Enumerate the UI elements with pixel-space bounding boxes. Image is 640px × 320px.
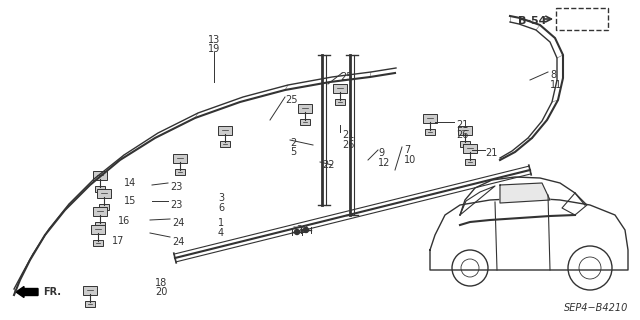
Text: 16: 16 — [118, 216, 131, 226]
Bar — [423, 114, 437, 123]
Text: 3: 3 — [218, 193, 224, 203]
Text: 9: 9 — [378, 148, 384, 158]
Text: 14: 14 — [124, 178, 136, 188]
Text: 5: 5 — [290, 147, 296, 157]
Bar — [85, 301, 95, 307]
Text: 21: 21 — [485, 148, 497, 158]
Text: 1: 1 — [218, 218, 224, 228]
Bar — [458, 126, 472, 135]
Bar — [463, 144, 477, 153]
Text: 25: 25 — [285, 95, 298, 105]
Text: FR.: FR. — [43, 287, 61, 297]
Bar — [95, 222, 105, 228]
Text: 10: 10 — [404, 155, 416, 165]
Text: 21: 21 — [342, 130, 355, 140]
Bar — [99, 204, 109, 210]
Text: 22: 22 — [296, 225, 308, 235]
Text: 8: 8 — [550, 70, 556, 80]
Text: 26: 26 — [456, 130, 468, 140]
Bar — [556, 8, 608, 30]
Text: 2: 2 — [290, 138, 296, 148]
Text: 21: 21 — [456, 120, 468, 130]
Text: 22: 22 — [322, 160, 335, 170]
Text: 11: 11 — [550, 80, 563, 90]
Text: 20: 20 — [155, 287, 168, 297]
Text: 4: 4 — [218, 228, 224, 238]
Bar — [425, 129, 435, 135]
Text: 24: 24 — [172, 237, 184, 247]
Text: 17: 17 — [112, 236, 124, 246]
Text: 18: 18 — [155, 278, 167, 288]
Bar — [298, 104, 312, 113]
Text: 24: 24 — [172, 218, 184, 228]
Text: 6: 6 — [218, 203, 224, 213]
Text: SEP4−B4210: SEP4−B4210 — [564, 303, 628, 313]
Bar — [173, 154, 187, 163]
Bar — [175, 169, 185, 175]
Text: 23: 23 — [170, 200, 182, 210]
Circle shape — [303, 228, 308, 233]
Bar — [93, 171, 107, 180]
Bar — [83, 286, 97, 295]
Bar — [335, 99, 345, 105]
Polygon shape — [500, 183, 550, 203]
FancyArrow shape — [16, 286, 38, 298]
Text: 26: 26 — [342, 140, 355, 150]
Bar — [93, 207, 107, 216]
Text: 25: 25 — [340, 72, 353, 82]
Bar — [333, 84, 347, 93]
Bar — [460, 141, 470, 147]
Text: B-54: B-54 — [518, 16, 547, 26]
Text: 7: 7 — [404, 145, 410, 155]
Text: 23: 23 — [170, 182, 182, 192]
Bar — [465, 159, 475, 165]
Text: 12: 12 — [378, 158, 390, 168]
Text: 19: 19 — [208, 44, 220, 54]
Bar — [95, 186, 105, 192]
Text: 15: 15 — [124, 196, 136, 206]
Text: 13: 13 — [208, 35, 220, 45]
Bar — [300, 119, 310, 125]
Bar — [218, 126, 232, 135]
Bar — [91, 225, 105, 234]
Bar — [97, 189, 111, 198]
Polygon shape — [430, 198, 628, 270]
Bar — [220, 141, 230, 147]
Circle shape — [294, 229, 300, 235]
Bar — [93, 240, 103, 246]
